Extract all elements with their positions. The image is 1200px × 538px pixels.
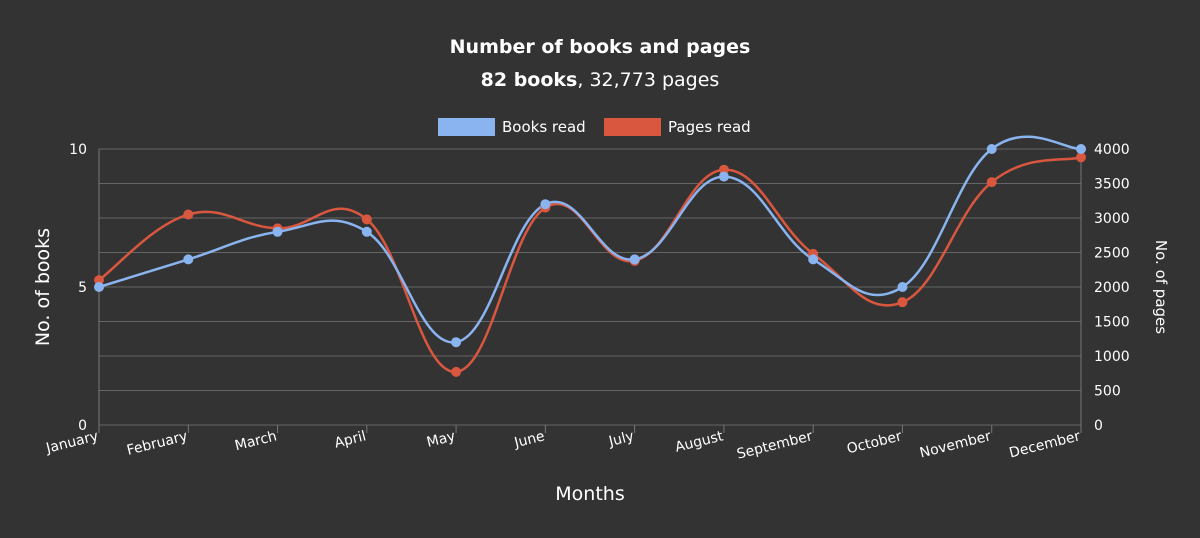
point-books[interactable] xyxy=(1076,144,1086,154)
series-line-pages xyxy=(98,156,1082,374)
point-books[interactable] xyxy=(361,226,372,237)
point-books[interactable] xyxy=(808,254,819,265)
point-books[interactable] xyxy=(183,254,194,265)
x-tick-label: July xyxy=(606,428,635,450)
point-pages[interactable] xyxy=(1076,152,1086,163)
point-pages[interactable] xyxy=(897,297,908,308)
x-tick-label: October xyxy=(845,428,903,457)
x-tick-label: June xyxy=(512,428,546,451)
x-tick-label: March xyxy=(233,428,278,454)
y-tick-left-label: 10 xyxy=(69,142,87,158)
subtitle-pages: , 32,773 pages xyxy=(577,69,719,91)
point-books[interactable] xyxy=(897,282,908,292)
y-tick-right-label: 4000 xyxy=(1094,142,1130,158)
y-tick-right-label: 3500 xyxy=(1094,177,1130,193)
legend-label-pages: Pages read xyxy=(668,118,751,136)
legend-swatch-books xyxy=(438,118,495,136)
point-pages[interactable] xyxy=(451,366,462,377)
point-books[interactable] xyxy=(718,171,729,182)
series-line-books xyxy=(98,135,1082,344)
y-axis-right-title: No. of pages xyxy=(1152,240,1170,334)
y-tick-left-label: 0 xyxy=(78,418,87,434)
point-pages[interactable] xyxy=(986,177,997,188)
y-tick-right-label: 2000 xyxy=(1094,280,1130,296)
legend: Books read Pages read xyxy=(438,118,751,136)
y-tick-right-label: 500 xyxy=(1094,384,1121,400)
axes: 0 5 10 0 500 1000 1500 2000 2500 3000 3500 4000 Janu… xyxy=(44,142,1130,463)
point-pages[interactable] xyxy=(361,214,372,225)
x-tick-label: February xyxy=(125,428,189,459)
chart-title: Number of books and pages xyxy=(450,36,751,58)
y-tick-right-label: 2500 xyxy=(1094,246,1130,262)
x-tick-label: December xyxy=(1008,428,1083,461)
y-tick-right-label: 0 xyxy=(1094,418,1103,434)
gridlines xyxy=(99,148,1081,426)
point-books[interactable] xyxy=(986,144,997,154)
legend-label-books: Books read xyxy=(502,118,586,136)
point-pages[interactable] xyxy=(183,209,194,220)
series-points xyxy=(94,144,1086,377)
point-pages[interactable] xyxy=(94,275,104,286)
y-tick-right-label: 3000 xyxy=(1094,211,1130,227)
x-tick-label: August xyxy=(673,428,725,456)
y-axis-left-title: No. of books xyxy=(32,228,54,346)
legend-swatch-pages xyxy=(604,118,661,136)
y-tick-right-label: 1000 xyxy=(1094,349,1130,365)
x-tick-label: April xyxy=(333,428,368,451)
point-books[interactable] xyxy=(540,199,551,210)
y-tick-right-label: 1500 xyxy=(1094,315,1130,331)
x-axis-title: Months xyxy=(555,483,624,505)
point-books[interactable] xyxy=(629,254,640,265)
x-tick-label: November xyxy=(918,428,993,461)
point-books[interactable] xyxy=(451,337,462,348)
x-tick-label: September xyxy=(735,428,814,462)
subtitle-books: 82 books xyxy=(481,69,578,91)
x-tick-label: May xyxy=(425,428,457,451)
point-books[interactable] xyxy=(272,226,283,237)
series-lines xyxy=(98,135,1082,374)
point-books[interactable] xyxy=(94,282,104,292)
x-tick-label: January xyxy=(44,428,100,457)
point-pages[interactable] xyxy=(718,164,729,175)
chart-subtitle: 82 books, 32,773 pages xyxy=(481,69,720,91)
y-tick-left-label: 5 xyxy=(78,280,87,296)
